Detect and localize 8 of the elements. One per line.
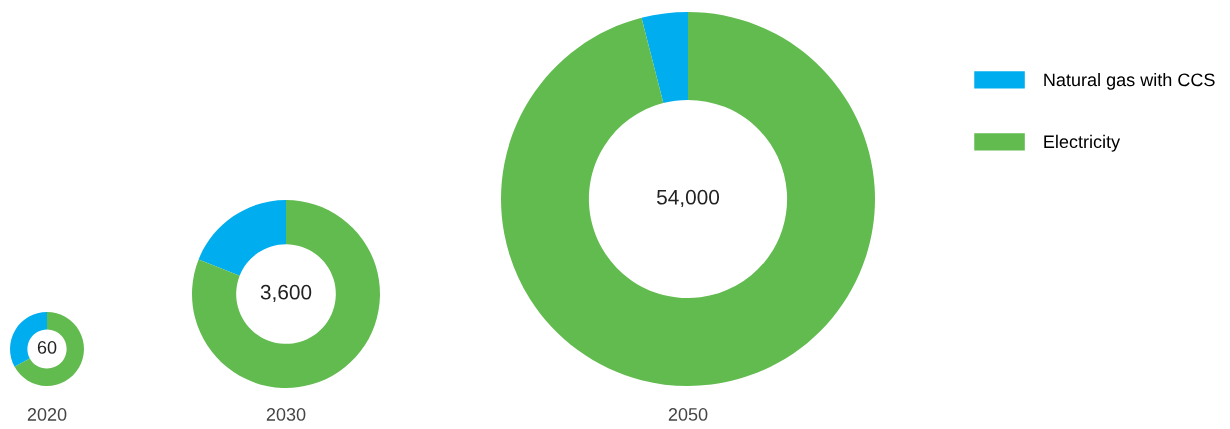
legend-label: Natural gas with CCS <box>1044 72 1215 90</box>
text: 2030 <box>266 408 306 421</box>
legend-label: Electricity <box>1044 134 1121 152</box>
text: 60 <box>37 341 57 354</box>
text: 2020 <box>27 408 67 421</box>
text: 3,600 <box>260 284 312 303</box>
text: 2050 <box>668 408 708 421</box>
text: 54,000 <box>656 189 720 208</box>
